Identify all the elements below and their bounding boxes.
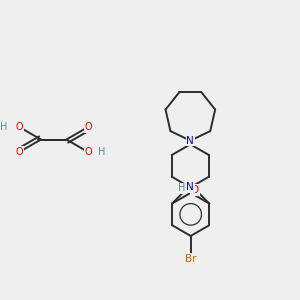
Text: N: N — [187, 136, 194, 146]
Text: O: O — [85, 122, 92, 132]
Text: H: H — [98, 147, 106, 157]
Text: Br: Br — [185, 254, 197, 264]
Text: O: O — [191, 185, 199, 195]
Text: N: N — [187, 182, 194, 192]
Text: O: O — [85, 147, 92, 157]
Text: H: H — [0, 122, 7, 132]
Text: O: O — [15, 122, 23, 132]
Text: O: O — [15, 147, 23, 157]
Text: H: H — [178, 183, 186, 193]
